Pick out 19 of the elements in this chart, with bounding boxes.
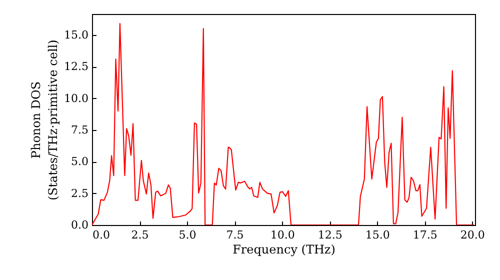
y-tick-label: 10.0 bbox=[64, 92, 88, 105]
x-tick-label: 0.0 bbox=[92, 228, 110, 242]
x-axis-title: Frequency (THz) bbox=[232, 242, 336, 256]
y-tick-label: 5.0 bbox=[71, 155, 88, 168]
y-tick-label: 0.0 bbox=[71, 218, 88, 232]
x-tick-label: 15.0 bbox=[365, 228, 390, 242]
y-tick-label: 12.5 bbox=[64, 60, 88, 74]
x-tick-label: 10.0 bbox=[270, 228, 295, 242]
x-tick-label: 7.5 bbox=[226, 228, 244, 242]
x-tick-label: 17.5 bbox=[412, 228, 438, 242]
y-tick-label: 15.0 bbox=[64, 28, 88, 42]
y-tick-label: 2.5 bbox=[71, 186, 88, 200]
x-tick-label: 5.0 bbox=[178, 228, 196, 242]
y-tick-label: 7.5 bbox=[71, 123, 88, 136]
x-tick-label: 12.5 bbox=[318, 228, 342, 242]
line-series bbox=[92, 22, 475, 225]
y-axis-title: Phonon DOS (States/THz·primitive cell) bbox=[29, 40, 60, 200]
x-tick-label: 2.5 bbox=[131, 228, 149, 242]
x-tick-label: 20.0 bbox=[460, 228, 485, 242]
